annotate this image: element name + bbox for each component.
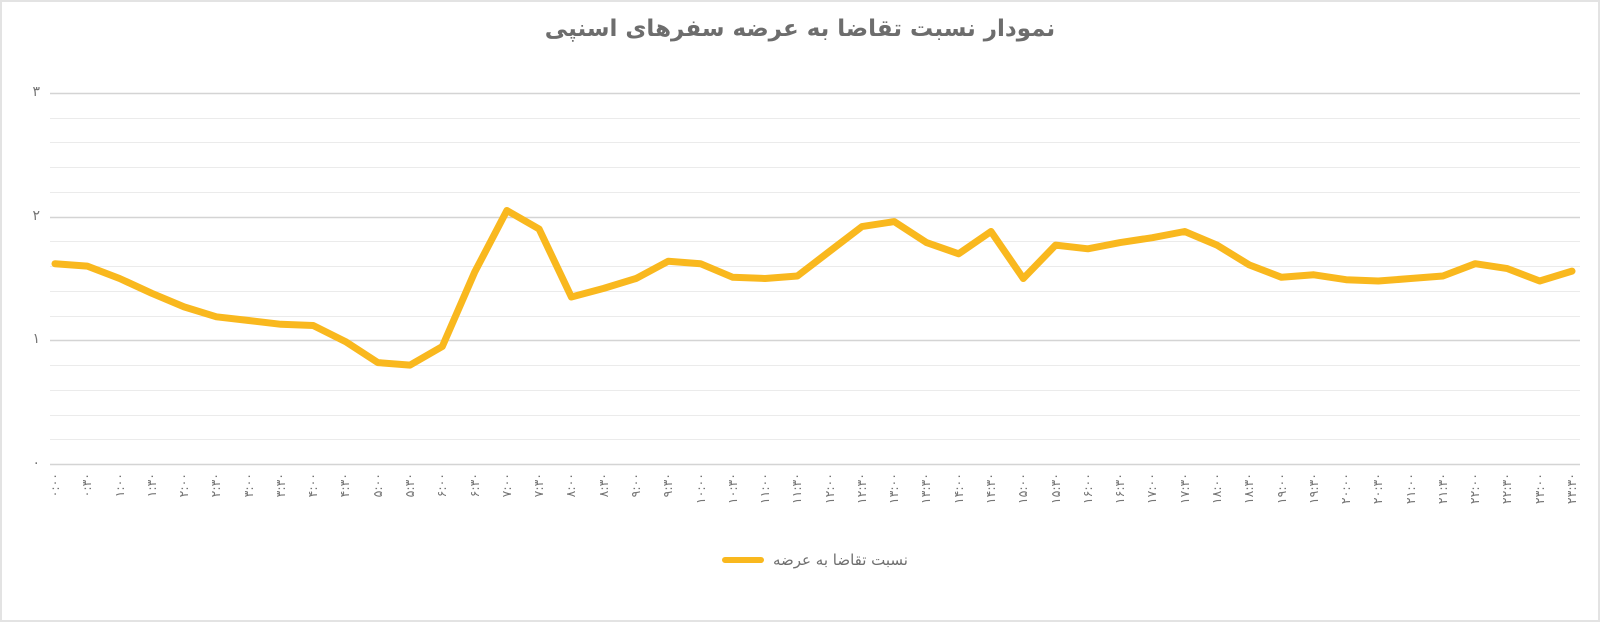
x-axis-tick-label: ۲۰:۰۰ [1338,473,1354,505]
x-axis-tick-label: ۳:۰۰ [240,473,256,498]
x-axis-tick-label: ۱۰:۰۰ [692,473,708,505]
x-axis-tick-label: ۱۸:۰۰ [1208,473,1224,505]
x-axis-tick-label: ۱۵:۰۰ [1015,473,1031,505]
x-axis-tick-label: ۴:۳۰ [337,473,353,498]
chart-title: نمودار نسبت تقاضا به عرضه سفرهای اسنپی [544,16,1056,42]
series-line-demand-supply-ratio[interactable] [51,207,1576,369]
x-axis-tick-label: ۰:۳۰ [79,473,95,498]
legend-label: نسبت تقاضا به عرضه [773,551,908,569]
x-axis-tick-label: ۲۱:۳۰ [1434,473,1450,505]
x-axis-tick-label: ۲۰:۳۰ [1370,473,1386,505]
x-axis-tick-label: ۲۲:۰۰ [1467,473,1483,505]
x-axis-tick-label: ۸:۳۰ [595,473,611,498]
x-axis-tick-label: ۱۱:۳۰ [789,473,805,505]
x-axis-tick-label: ۲۲:۳۰ [1499,473,1515,505]
x-axis-tick-label: ۴:۰۰ [305,473,321,498]
x-axis-tick-label: ۱۳:۰۰ [886,473,902,505]
x-axis-tick-label: ۲۱:۰۰ [1402,473,1418,505]
x-axis-tick-label: ۶:۳۰ [466,473,482,498]
x-axis-tick-label: ۶:۰۰ [434,473,450,498]
y-axis-tick-label: ۲ [32,207,40,224]
x-axis-tick-label: ۲۳:۳۰ [1564,473,1579,505]
x-axis-tick-label: ۱۹:۰۰ [1273,473,1289,505]
x-axis-tick-label: ۱۴:۳۰ [983,473,999,505]
y-axis-tick-label: ۰ [32,455,40,471]
x-axis-tick-label: ۱۸:۳۰ [1241,473,1257,505]
grid-lines [50,92,1580,466]
x-axis-tick-label: ۱۷:۰۰ [1144,473,1160,505]
legend-line-swatch-icon [722,557,764,563]
x-axis-tick-label: ۹:۰۰ [627,473,643,498]
x-axis-tick-label: ۹:۳۰ [660,473,676,498]
x-axis-tick-label: ۲۳:۰۰ [1531,473,1547,505]
x-axis-tick-label: ۱۶:۰۰ [1079,473,1095,505]
legend-item[interactable]: نسبت تقاضا به عرضه [2,551,1600,569]
x-axis-tick-label: ۳:۳۰ [272,473,288,498]
x-axis-tick-label: ۱۱:۰۰ [757,473,773,505]
y-axis-tick-label: ۱ [32,331,40,348]
x-axis-tick-label: ۱۷:۳۰ [1176,473,1192,505]
x-axis-tick-label: ۱۲:۳۰ [853,473,869,505]
x-axis-tick-label: ۱۶:۳۰ [1112,473,1128,505]
x-axis-tick-label: ۵:۰۰ [369,473,385,498]
x-axis-tick-label: ۸:۰۰ [563,473,579,498]
x-axis-tick-label: ۱:۰۰ [111,473,127,498]
y-axis-tick-label: ۳ [32,84,40,100]
x-axis-tick-label: ۰:۰۰ [47,473,62,498]
x-axis-tick-label: ۱۵:۳۰ [1047,473,1063,505]
x-axis-tick-label: ۱:۳۰ [143,473,159,498]
x-axis-tick-label: ۷:۰۰ [498,473,514,498]
x-axis-tick-label: ۵:۳۰ [402,473,418,498]
x-axis-tick-label: ۱۴:۰۰ [950,473,966,505]
x-axis-tick-label: ۱۲:۰۰ [821,473,837,505]
x-axis-tick-label: ۲:۰۰ [176,473,192,498]
x-axis-tick-label: ۱۳:۳۰ [918,473,934,505]
x-axis-tick-label: ۱۰:۳۰ [724,473,740,505]
x-axis-tick-label: ۷:۳۰ [531,473,547,498]
x-axis-tick-label: ۱۹:۳۰ [1305,473,1321,505]
x-axis-tick-label: ۲:۳۰ [208,473,224,498]
